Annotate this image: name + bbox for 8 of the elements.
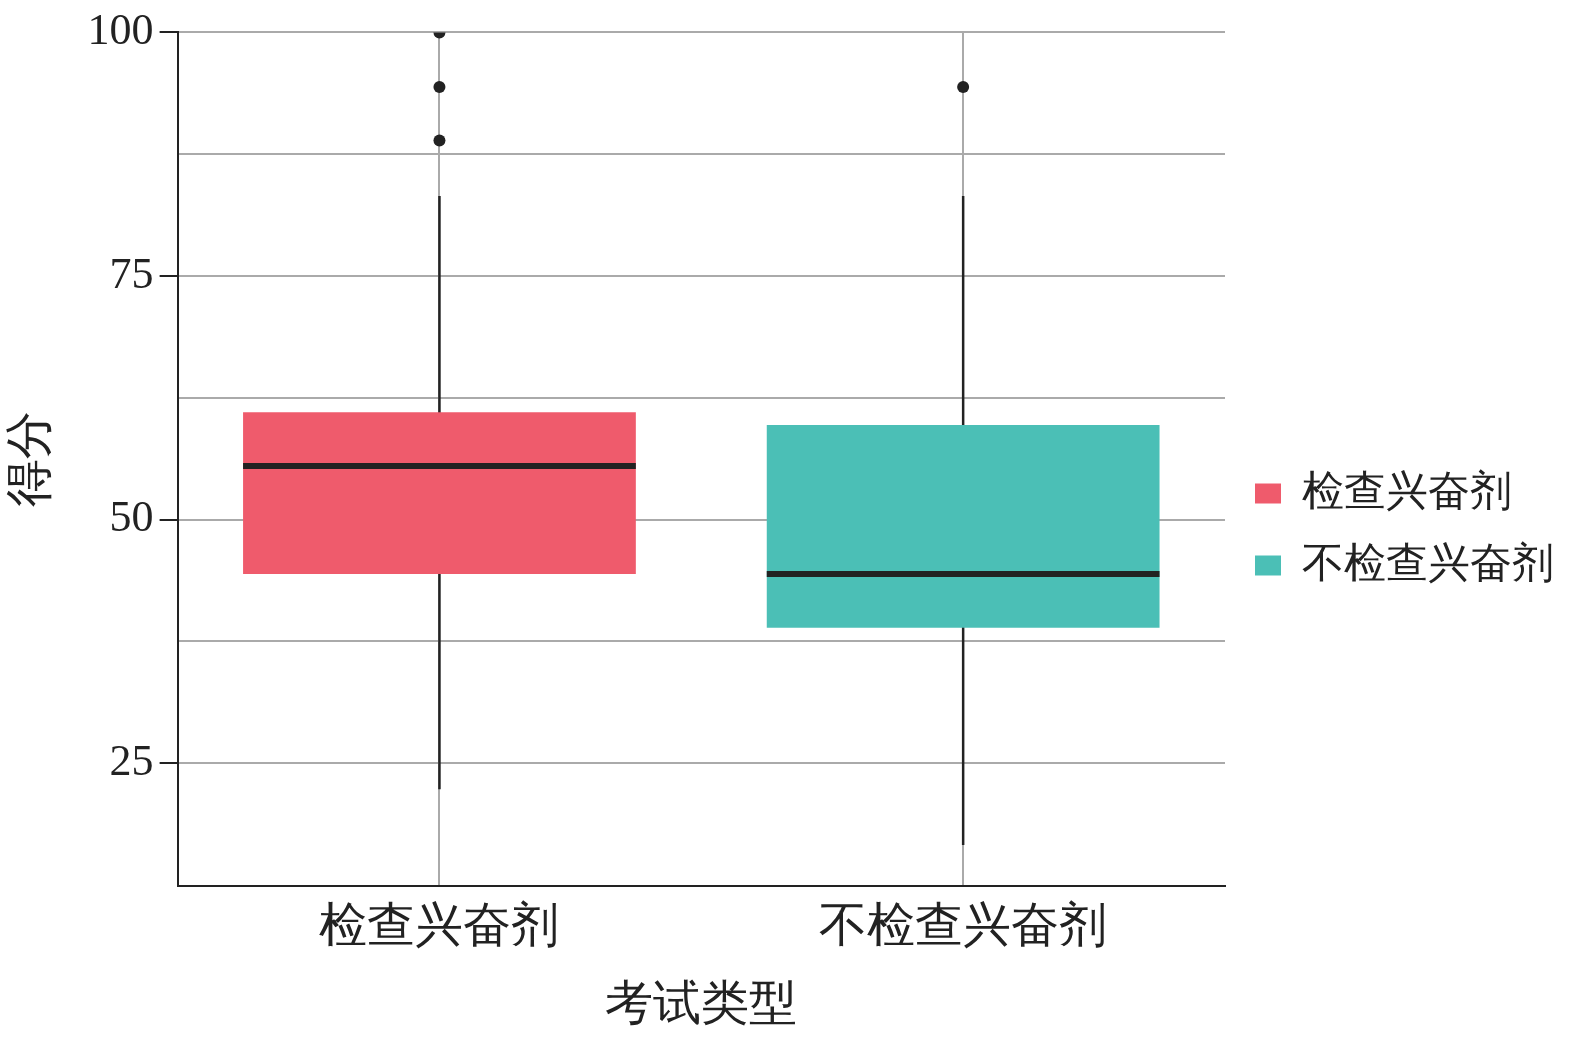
y-axis-title: 得分 — [2, 411, 56, 508]
y-tick-label: 100 — [87, 4, 154, 54]
y-tick-label: 25 — [109, 735, 154, 785]
legend-label: 检查兴奋剂 — [1302, 467, 1512, 514]
y-tick-label: 75 — [109, 248, 154, 298]
legend-label: 不检查兴奋剂 — [1302, 539, 1554, 586]
y-tick-label: 50 — [109, 492, 154, 542]
x-axis-title: 考试类型 — [605, 975, 798, 1029]
